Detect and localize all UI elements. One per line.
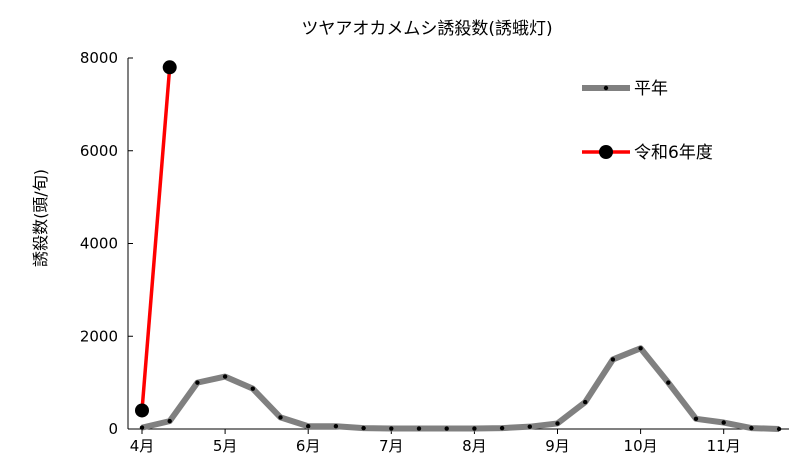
x-tick-label: 5月 <box>213 437 238 455</box>
series-0-point <box>361 425 366 431</box>
series-0-point <box>333 424 339 429</box>
series-0-point <box>555 421 560 426</box>
series-0-point <box>222 374 228 379</box>
series-0-point <box>721 420 726 425</box>
series-0-point <box>776 426 782 432</box>
y-tick-label: 0 <box>108 420 118 438</box>
x-tick-label: 6月 <box>296 437 321 455</box>
series-0-point <box>139 425 145 430</box>
series-line-0 <box>141 345 780 432</box>
y-tick-label: 2000 <box>80 327 118 345</box>
legend-label-0: 平年 <box>634 79 668 99</box>
legend-marker-1 <box>599 145 613 159</box>
x-tick-label: 7月 <box>379 437 404 455</box>
y-tick-label: 4000 <box>80 235 118 253</box>
series-0-point <box>499 425 505 431</box>
series-0-point <box>167 418 172 424</box>
series-line-1 <box>140 67 172 411</box>
x-tick-label: 9月 <box>545 437 570 455</box>
x-tick-label: 8月 <box>462 437 487 455</box>
series-0-point <box>250 386 255 391</box>
series-0-point <box>306 424 311 429</box>
series-0-point <box>527 424 532 429</box>
series-0-point <box>444 426 449 431</box>
x-tick-label: 10月 <box>624 437 658 455</box>
series-0-point <box>638 346 643 351</box>
series-1-point <box>162 60 177 75</box>
series-0-point <box>416 426 422 431</box>
series-0-point <box>472 426 477 431</box>
x-tick-label: 4月 <box>130 437 155 455</box>
series-0-point <box>195 380 200 385</box>
legend-marker-0 <box>603 85 609 91</box>
y-axis-label: 誘殺数(頭/旬) <box>31 169 50 267</box>
x-ticks: 4月 5月 6月 7月 8月 9月 10月 11月 <box>130 429 741 455</box>
legend-label-1: 令和6年度 <box>634 143 713 163</box>
series-0-point <box>749 425 754 431</box>
series-0-point <box>583 399 588 405</box>
series-0-point <box>610 357 616 362</box>
x-tick-label: 11月 <box>707 437 741 455</box>
chart-title: ツヤアオカメムシ誘殺数(誘蛾灯) <box>301 19 552 39</box>
y-tick-label: 6000 <box>80 142 118 160</box>
series-0-point <box>389 426 394 431</box>
series-layer <box>135 60 782 432</box>
y-tick-label: 8000 <box>80 49 118 67</box>
series-1-point <box>135 403 149 418</box>
series-0-point <box>693 416 699 421</box>
y-ticks: 0 2000 4000 6000 8000 <box>80 49 133 438</box>
series-0-point <box>666 380 671 385</box>
series-0-point <box>278 415 283 420</box>
